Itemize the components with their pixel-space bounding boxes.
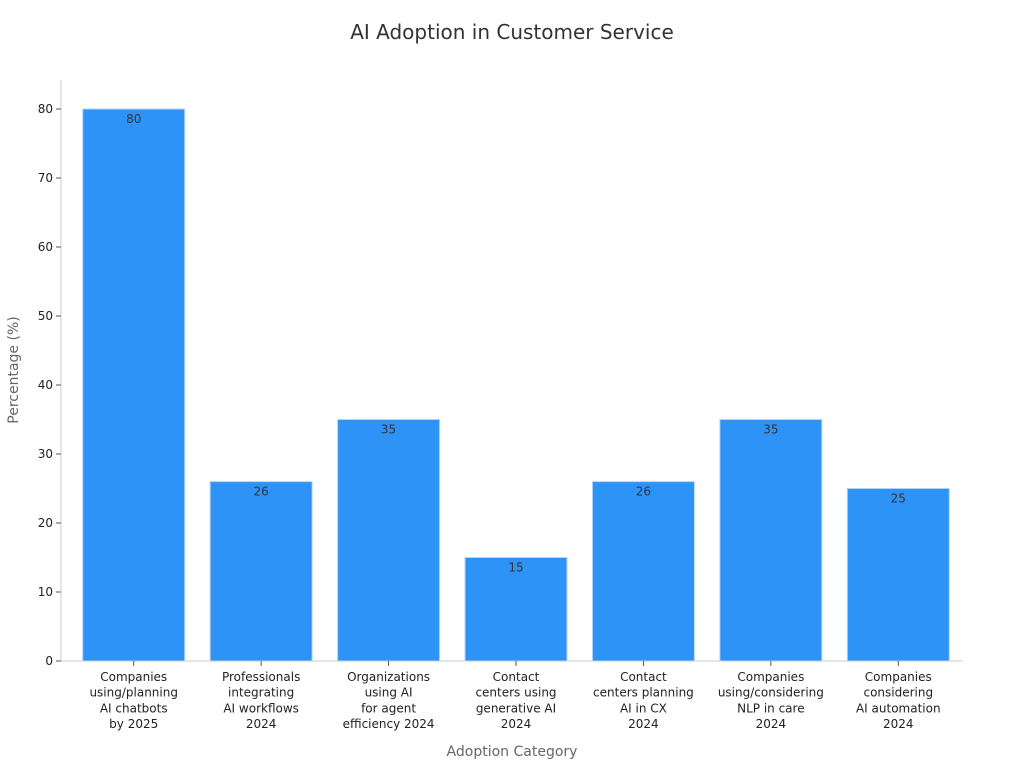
x-tick-label: Companies using/considering NLP in care 202… xyxy=(718,670,824,731)
x-axis-title: Adoption Category xyxy=(447,744,578,760)
chart-title: AI Adoption in Customer Service xyxy=(350,20,674,44)
bar-value-label: 80 xyxy=(126,112,141,126)
bar-value-label: 35 xyxy=(763,423,778,437)
bar xyxy=(337,419,441,662)
bar-value-label: 35 xyxy=(381,423,396,437)
y-tick-label: 10 xyxy=(38,585,53,599)
x-tick-label: Organizations using AI for agent efficiency… xyxy=(343,670,435,731)
value-labels-group: 80 26 35 15 26 35 25 xyxy=(126,112,906,575)
bar-value-label: 26 xyxy=(636,485,651,499)
bar xyxy=(719,419,823,662)
bars-group xyxy=(82,108,950,662)
y-tick-label: 50 xyxy=(38,309,53,323)
y-tick-label: 70 xyxy=(38,171,53,185)
category-labels-group: Companies using/planning AI chatbots by 202… xyxy=(89,670,940,731)
y-axis-title: Percentage (%) xyxy=(6,316,22,423)
bar xyxy=(846,488,950,662)
bar-value-label: 25 xyxy=(891,492,906,506)
y-tick-label: 60 xyxy=(38,240,53,254)
y-tick-label: 30 xyxy=(38,447,53,461)
x-tick-label: Contact centers planning AI in CX 2024 xyxy=(593,670,694,731)
bar xyxy=(82,108,186,662)
x-axis xyxy=(61,660,963,666)
x-tick-label: Companies considering AI automation 2024 xyxy=(856,670,941,731)
x-tick-label: Companies using/planning AI chatbots by 202… xyxy=(89,670,178,731)
x-tick-label: Contact centers using generative AI 2024 xyxy=(475,670,556,731)
y-tick-label: 20 xyxy=(38,516,53,530)
bar xyxy=(464,557,568,662)
bar-value-label: 15 xyxy=(508,561,523,575)
y-tick-label: 40 xyxy=(38,378,53,392)
x-tick-label: Professionals integrating AI workflows 2024 xyxy=(222,670,300,731)
y-axis: 0 10 20 30 40 50 60 70 80 xyxy=(38,80,62,668)
bar-value-label: 26 xyxy=(254,485,269,499)
y-tick-label: 80 xyxy=(38,102,53,116)
y-tick-label: 0 xyxy=(45,654,53,668)
bar xyxy=(591,481,695,662)
bar xyxy=(209,481,313,662)
